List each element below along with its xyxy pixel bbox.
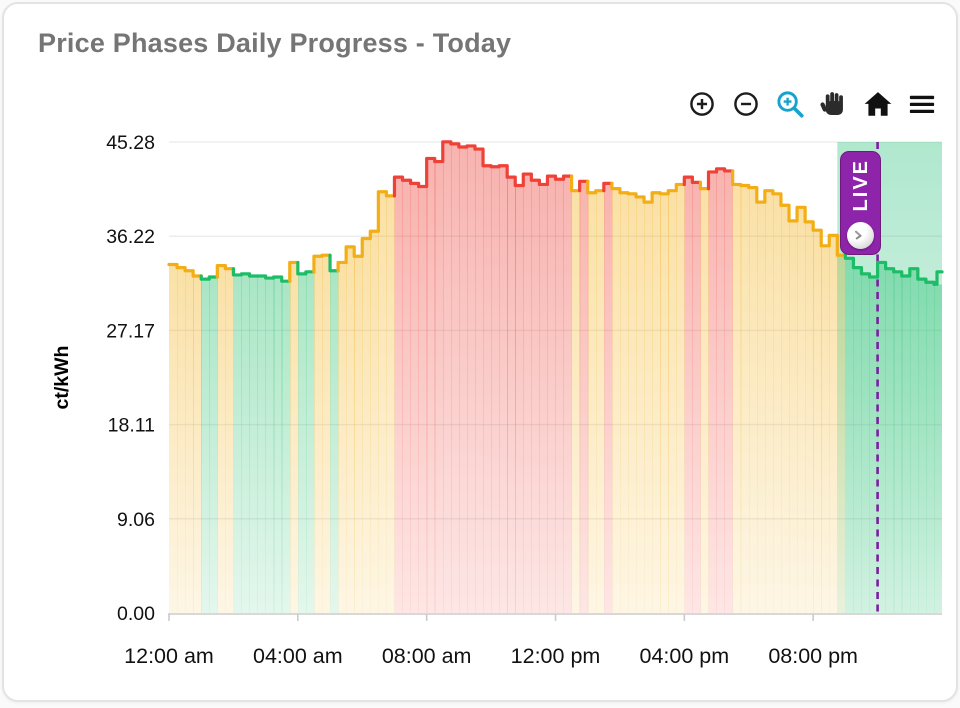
zoom-out-icon — [734, 92, 758, 116]
step-line-segment-Y — [570, 174, 582, 193]
price-step-line — [167, 140, 944, 286]
step-line-segment-G — [843, 253, 944, 286]
step-line-segment-R — [392, 140, 574, 198]
phase-fill-columns — [169, 141, 942, 614]
step-line-segment-Y — [610, 181, 686, 204]
y-axis-title: ct/kWh — [51, 346, 73, 410]
step-line-segment-R — [682, 175, 703, 187]
step-line-segment-G — [296, 260, 316, 276]
step-line-segment-Y — [698, 180, 711, 191]
x-tick-label: 04:00 pm — [640, 644, 730, 668]
x-tick-label: 08:00 am — [382, 644, 472, 668]
zoom-tool-button[interactable] — [774, 88, 806, 120]
x-tick-label: 08:00 pm — [768, 644, 858, 668]
zoom-in-button[interactable] — [686, 88, 718, 120]
step-line-segment-G — [199, 274, 219, 281]
hamburger-menu-icon — [909, 95, 935, 113]
price-phases-chart[interactable]: 0.00 9.06 18.11 27.17 36.22 45.28 12:00 am 04:0… — [4, 4, 960, 708]
zoom-in-icon — [690, 92, 714, 116]
step-line-segment-Y — [731, 169, 847, 257]
step-line-segment-Y — [215, 263, 236, 279]
x-axis — [168, 613, 942, 621]
y-tick-label: 27.17 — [106, 320, 155, 342]
step-line-segment-Y — [336, 190, 397, 273]
live-badge-label: LIVE — [849, 159, 872, 212]
step-line-segment-R — [602, 181, 614, 193]
step-line-segment-G — [328, 253, 340, 273]
live-badge: LIVE — [840, 151, 881, 255]
magnifier-plus-icon — [776, 90, 804, 118]
x-tick-label: 12:00 pm — [511, 644, 601, 668]
y-tick-label: 36.22 — [106, 226, 155, 248]
x-tick-labels: 12:00 am 04:00 am 08:00 am 12:00 pm 04:00 pm… — [124, 644, 858, 668]
step-line-segment-Y — [312, 253, 332, 274]
hand-pan-icon — [819, 91, 843, 115]
y-tick-label: 18.11 — [108, 415, 155, 437]
y-tick-label: 0.00 — [117, 603, 155, 625]
home-icon — [864, 91, 892, 116]
step-line-segment-Y — [167, 262, 203, 278]
x-tick-label: 04:00 am — [253, 644, 343, 668]
clock-icon — [847, 222, 874, 249]
home-button[interactable] — [862, 88, 894, 120]
chart-toolbar — [686, 88, 938, 120]
step-line-segment-R — [578, 179, 590, 193]
y-tick-label: 9.06 — [117, 509, 155, 531]
step-line-segment-Y — [288, 260, 300, 283]
zoom-out-button[interactable] — [730, 88, 762, 120]
step-line-segment-Y — [586, 179, 606, 195]
y-tick-label: 45.28 — [106, 132, 155, 154]
chart-title: Price Phases Daily Progress - Today — [38, 28, 512, 58]
pan-button[interactable] — [818, 88, 850, 120]
x-tick-label: 12:00 am — [124, 644, 214, 668]
step-line-segment-R — [706, 167, 735, 191]
step-line-segment-G — [231, 267, 292, 283]
menu-button[interactable] — [906, 88, 938, 120]
y-tick-labels: 0.00 9.06 18.11 27.17 36.22 45.28 — [106, 132, 155, 625]
